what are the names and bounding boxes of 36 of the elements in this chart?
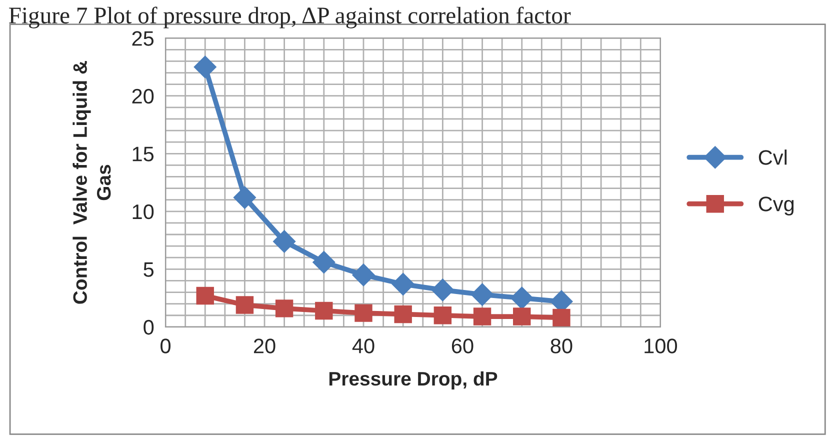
- point: [352, 264, 375, 286]
- point: [354, 304, 372, 322]
- point: [434, 306, 452, 324]
- legend-label: Cvl: [758, 150, 787, 165]
- point: [392, 272, 414, 296]
- y-axis-title: Control Valve for Liquid & Gas: [72, 61, 111, 304]
- x-tick-label: 0: [160, 338, 171, 354]
- point: [194, 56, 216, 78]
- x-tick-label: 20: [254, 338, 276, 354]
- point: [196, 286, 214, 305]
- legend-label: Cvg: [758, 196, 794, 216]
- y-tick-label: 10: [132, 204, 154, 220]
- point: [312, 250, 336, 274]
- point: [431, 278, 454, 302]
- point: [275, 300, 294, 318]
- x-axis-title: Pressure Drop, dP: [329, 371, 498, 390]
- y-tick-label: 20: [132, 88, 154, 104]
- y-tick-label: 0: [144, 320, 154, 335]
- point: [473, 308, 492, 326]
- y-tick-label: 25: [132, 31, 154, 46]
- point: [272, 230, 296, 253]
- y-tick-label: 5: [144, 262, 154, 277]
- y-tick-label: 15: [132, 146, 154, 162]
- x-tick-label: 40: [352, 338, 374, 354]
- point: [233, 186, 256, 209]
- point: [513, 308, 531, 326]
- point: [315, 302, 333, 320]
- point: [394, 305, 412, 324]
- point: [552, 308, 570, 327]
- point: [236, 296, 254, 314]
- point: [470, 283, 494, 306]
- x-tick-label: 60: [452, 338, 474, 354]
- point: [510, 286, 534, 310]
- x-tick-label: 80: [550, 338, 572, 354]
- x-tick-label: 100: [644, 338, 678, 354]
- chart-title: Figure 7 Plot of pressure drop, ΔP against correlation factor: [9, 6, 571, 28]
